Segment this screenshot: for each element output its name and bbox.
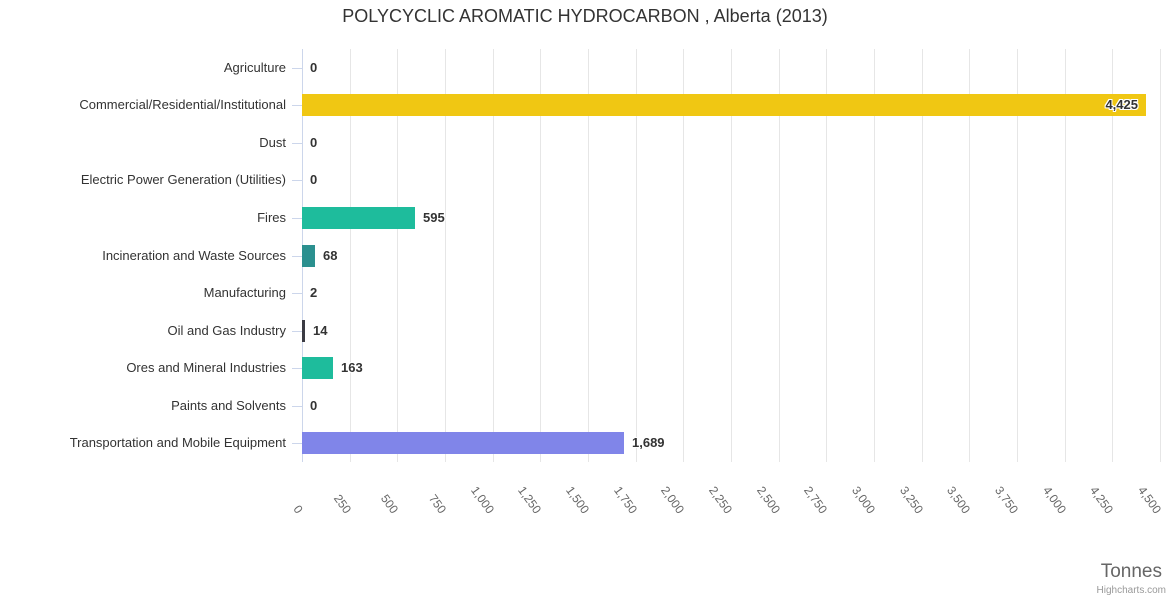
plot-area — [302, 49, 1161, 462]
category-label: Paints and Solvents — [171, 398, 286, 413]
value-axis-tick-label: 1,250 — [515, 483, 544, 517]
grid-line — [683, 49, 684, 462]
value-label: 0 — [310, 60, 318, 75]
value-axis-tick-label: 0 — [290, 502, 306, 517]
value-axis-tick-label: 750 — [425, 491, 449, 517]
category-tick — [292, 443, 302, 444]
category-tick — [292, 368, 302, 369]
category-label: Electric Power Generation (Utilities) — [80, 172, 286, 187]
category-tick — [292, 143, 302, 144]
grid-line — [1065, 49, 1066, 462]
value-axis-tick-label: 4,500 — [1135, 483, 1164, 517]
category-tick — [292, 68, 302, 69]
grid-line — [1017, 49, 1018, 462]
highcharts-credit-link[interactable]: Highcharts.com — [1096, 585, 1166, 596]
grid-line — [397, 49, 398, 462]
grid-line — [540, 49, 541, 462]
grid-line — [779, 49, 780, 462]
value-axis-tick-label: 4,000 — [1040, 483, 1069, 517]
category-label: Dust — [259, 135, 286, 150]
value-axis-tick-label: 3,750 — [992, 483, 1021, 517]
category-label: Oil and Gas Industry — [167, 323, 287, 338]
grid-line — [350, 49, 351, 462]
category-tick — [292, 105, 302, 106]
value-axis-tick-label: 2,000 — [658, 483, 687, 517]
grid-line — [636, 49, 637, 462]
bar[interactable] — [302, 94, 1146, 116]
category-tick — [292, 293, 302, 294]
value-axis-tick-label: 1,750 — [611, 483, 640, 517]
value-label: 0 — [310, 172, 318, 187]
value-label: 68 — [323, 248, 338, 263]
bar[interactable] — [302, 245, 315, 267]
bar[interactable] — [302, 207, 415, 229]
value-axis-tick-label: 3,000 — [849, 483, 878, 517]
value-axis-tick-label: 2,250 — [706, 483, 735, 517]
grid-line — [1112, 49, 1113, 462]
category-label: Ores and Mineral Industries — [126, 360, 286, 375]
grid-line — [588, 49, 589, 462]
value-axis-tick-label: 4,250 — [1087, 483, 1116, 517]
category-tick — [292, 180, 302, 181]
value-axis-tick-label: 500 — [377, 491, 401, 517]
bar[interactable] — [302, 432, 624, 454]
chart-title: POLYCYCLIC AROMATIC HYDROCARBON , Albert… — [342, 6, 828, 26]
value-label: 2 — [310, 285, 318, 300]
value-label: 14 — [313, 323, 328, 338]
value-axis-tick-label: 2,750 — [801, 483, 830, 517]
value-label: 1,689 — [632, 435, 665, 450]
category-label: Incineration and Waste Sources — [102, 248, 286, 263]
grid-line — [826, 49, 827, 462]
grid-line — [445, 49, 446, 462]
grid-line — [969, 49, 970, 462]
value-label: 0 — [310, 135, 318, 150]
grid-line — [874, 49, 875, 462]
value-axis-title: Tonnes — [1100, 561, 1162, 582]
category-label: Transportation and Mobile Equipment — [69, 435, 286, 450]
value-label: 595 — [423, 210, 445, 225]
value-axis-tick-label: 3,250 — [897, 483, 926, 517]
grid-line — [1160, 49, 1161, 462]
value-label: 0 — [310, 398, 318, 413]
category-tick — [292, 331, 302, 332]
category-tick — [292, 256, 302, 257]
category-label: Fires — [257, 210, 286, 225]
category-label: Commercial/Residential/Institutional — [79, 97, 286, 112]
value-axis-tick-label: 250 — [330, 491, 354, 517]
value-axis-tick-label: 3,500 — [944, 483, 973, 517]
category-label: Manufacturing — [203, 285, 286, 300]
grid-line — [731, 49, 732, 462]
bar[interactable] — [302, 320, 305, 342]
grid-line — [493, 49, 494, 462]
category-tick — [292, 218, 302, 219]
grid-line — [922, 49, 923, 462]
value-label: 4,425 — [1105, 97, 1138, 112]
value-axis-tick-label: 2,500 — [754, 483, 783, 517]
category-label: Agriculture — [223, 60, 286, 75]
value-axis-tick-label: 1,500 — [563, 483, 592, 517]
bar[interactable] — [302, 357, 333, 379]
value-label: 163 — [341, 360, 363, 375]
category-tick — [292, 406, 302, 407]
value-axis-tick-label: 1,000 — [468, 483, 497, 517]
